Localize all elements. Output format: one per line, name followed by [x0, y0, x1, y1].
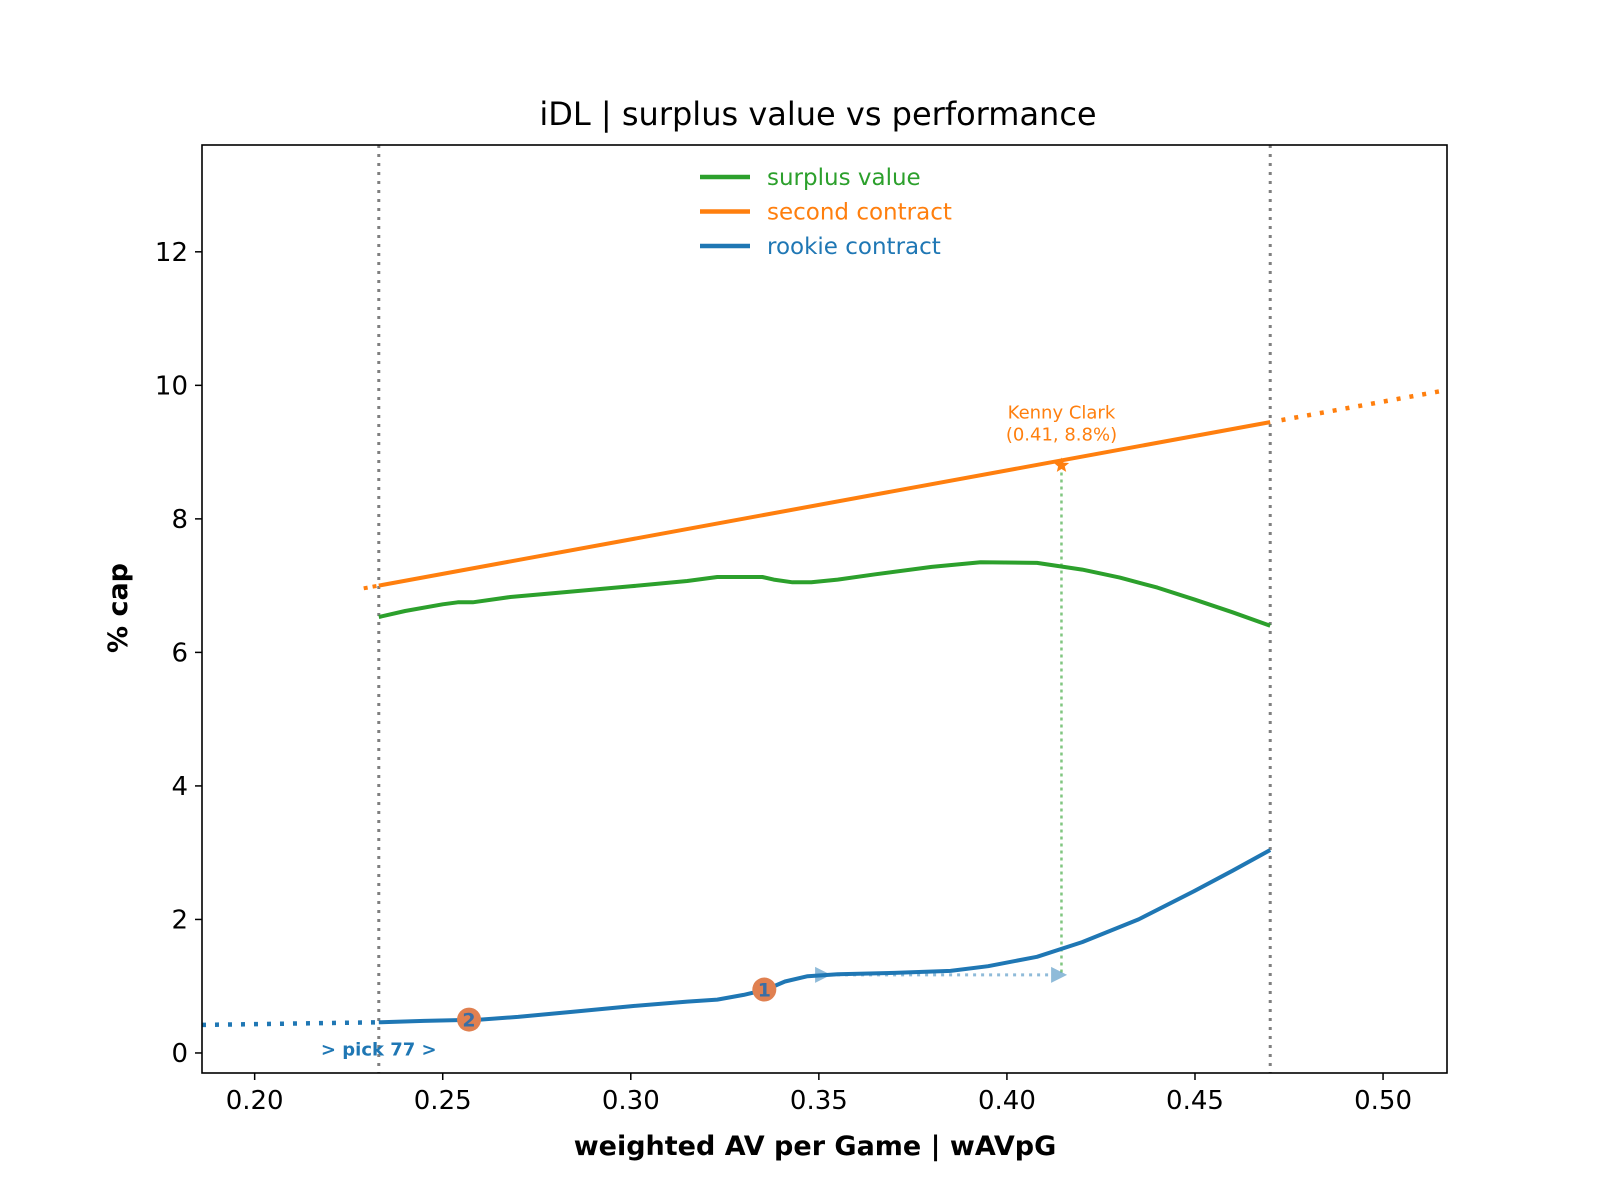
x-axis: 0.20 0.25 0.30 0.35 0.40 0.45 0.50	[226, 1073, 1412, 1116]
second-contract-lead	[363, 583, 380, 591]
second-contract-line	[378, 420, 1271, 588]
legend: surplus value second contract rookie contr…	[700, 165, 952, 260]
y-tick-label: 2	[171, 905, 188, 935]
x-tick-label: 0.45	[1166, 1086, 1224, 1116]
player-star-marker	[1053, 457, 1070, 472]
y-tick-label: 10	[155, 371, 188, 401]
legend-surplus-value-label: surplus value	[767, 165, 921, 191]
x-axis-title: weighted AV per Game | wAVpG	[574, 1131, 1057, 1162]
pick-marker-label: 1	[758, 980, 771, 1002]
x-tick-label: 0.35	[790, 1086, 848, 1116]
plot-frame	[201, 144, 1448, 1074]
rookie-contract-line	[378, 848, 1272, 1025]
x-tick-label: 0.30	[602, 1086, 660, 1116]
x-tick-label: 0.20	[226, 1086, 284, 1116]
y-axis-title: % cap	[103, 563, 134, 653]
rookie-contract-extension	[202, 1020, 379, 1028]
legend-rookie-contract-label: rookie contract	[767, 234, 941, 260]
pick-marker-2	[457, 1007, 482, 1032]
arrow-head-start	[815, 966, 832, 983]
player-name-label: Kenny Clark	[1008, 402, 1116, 423]
y-axis: 0 2 4 6 8 10 12	[155, 238, 202, 1069]
player-value-label: (0.41, 8.8%)	[1006, 424, 1117, 445]
x-tick-label: 0.25	[414, 1086, 472, 1116]
y-tick-label: 8	[171, 505, 188, 535]
plot-area: Kenny Clark(0.41, 8.8%) > pick 77 > 2 1	[202, 145, 1447, 1073]
legend-second-contract-label: second contract	[767, 200, 952, 226]
pick-marker-label: 2	[462, 1010, 475, 1032]
y-tick-label: 4	[171, 772, 188, 802]
surplus-value-line	[378, 560, 1271, 628]
y-tick-label: 12	[155, 238, 188, 268]
y-tick-label: 0	[171, 1039, 188, 1069]
chart-title: iDL | surplus value vs performance	[539, 95, 1096, 133]
pick-marker-1	[752, 977, 777, 1002]
y-tick-label: 6	[171, 638, 188, 668]
pick-label: > pick 77 >	[321, 1040, 437, 1061]
x-tick-label: 0.50	[1354, 1086, 1412, 1116]
arrow-head-end	[1051, 966, 1068, 983]
second-contract-extension	[1281, 387, 1447, 423]
x-tick-label: 0.40	[978, 1086, 1036, 1116]
